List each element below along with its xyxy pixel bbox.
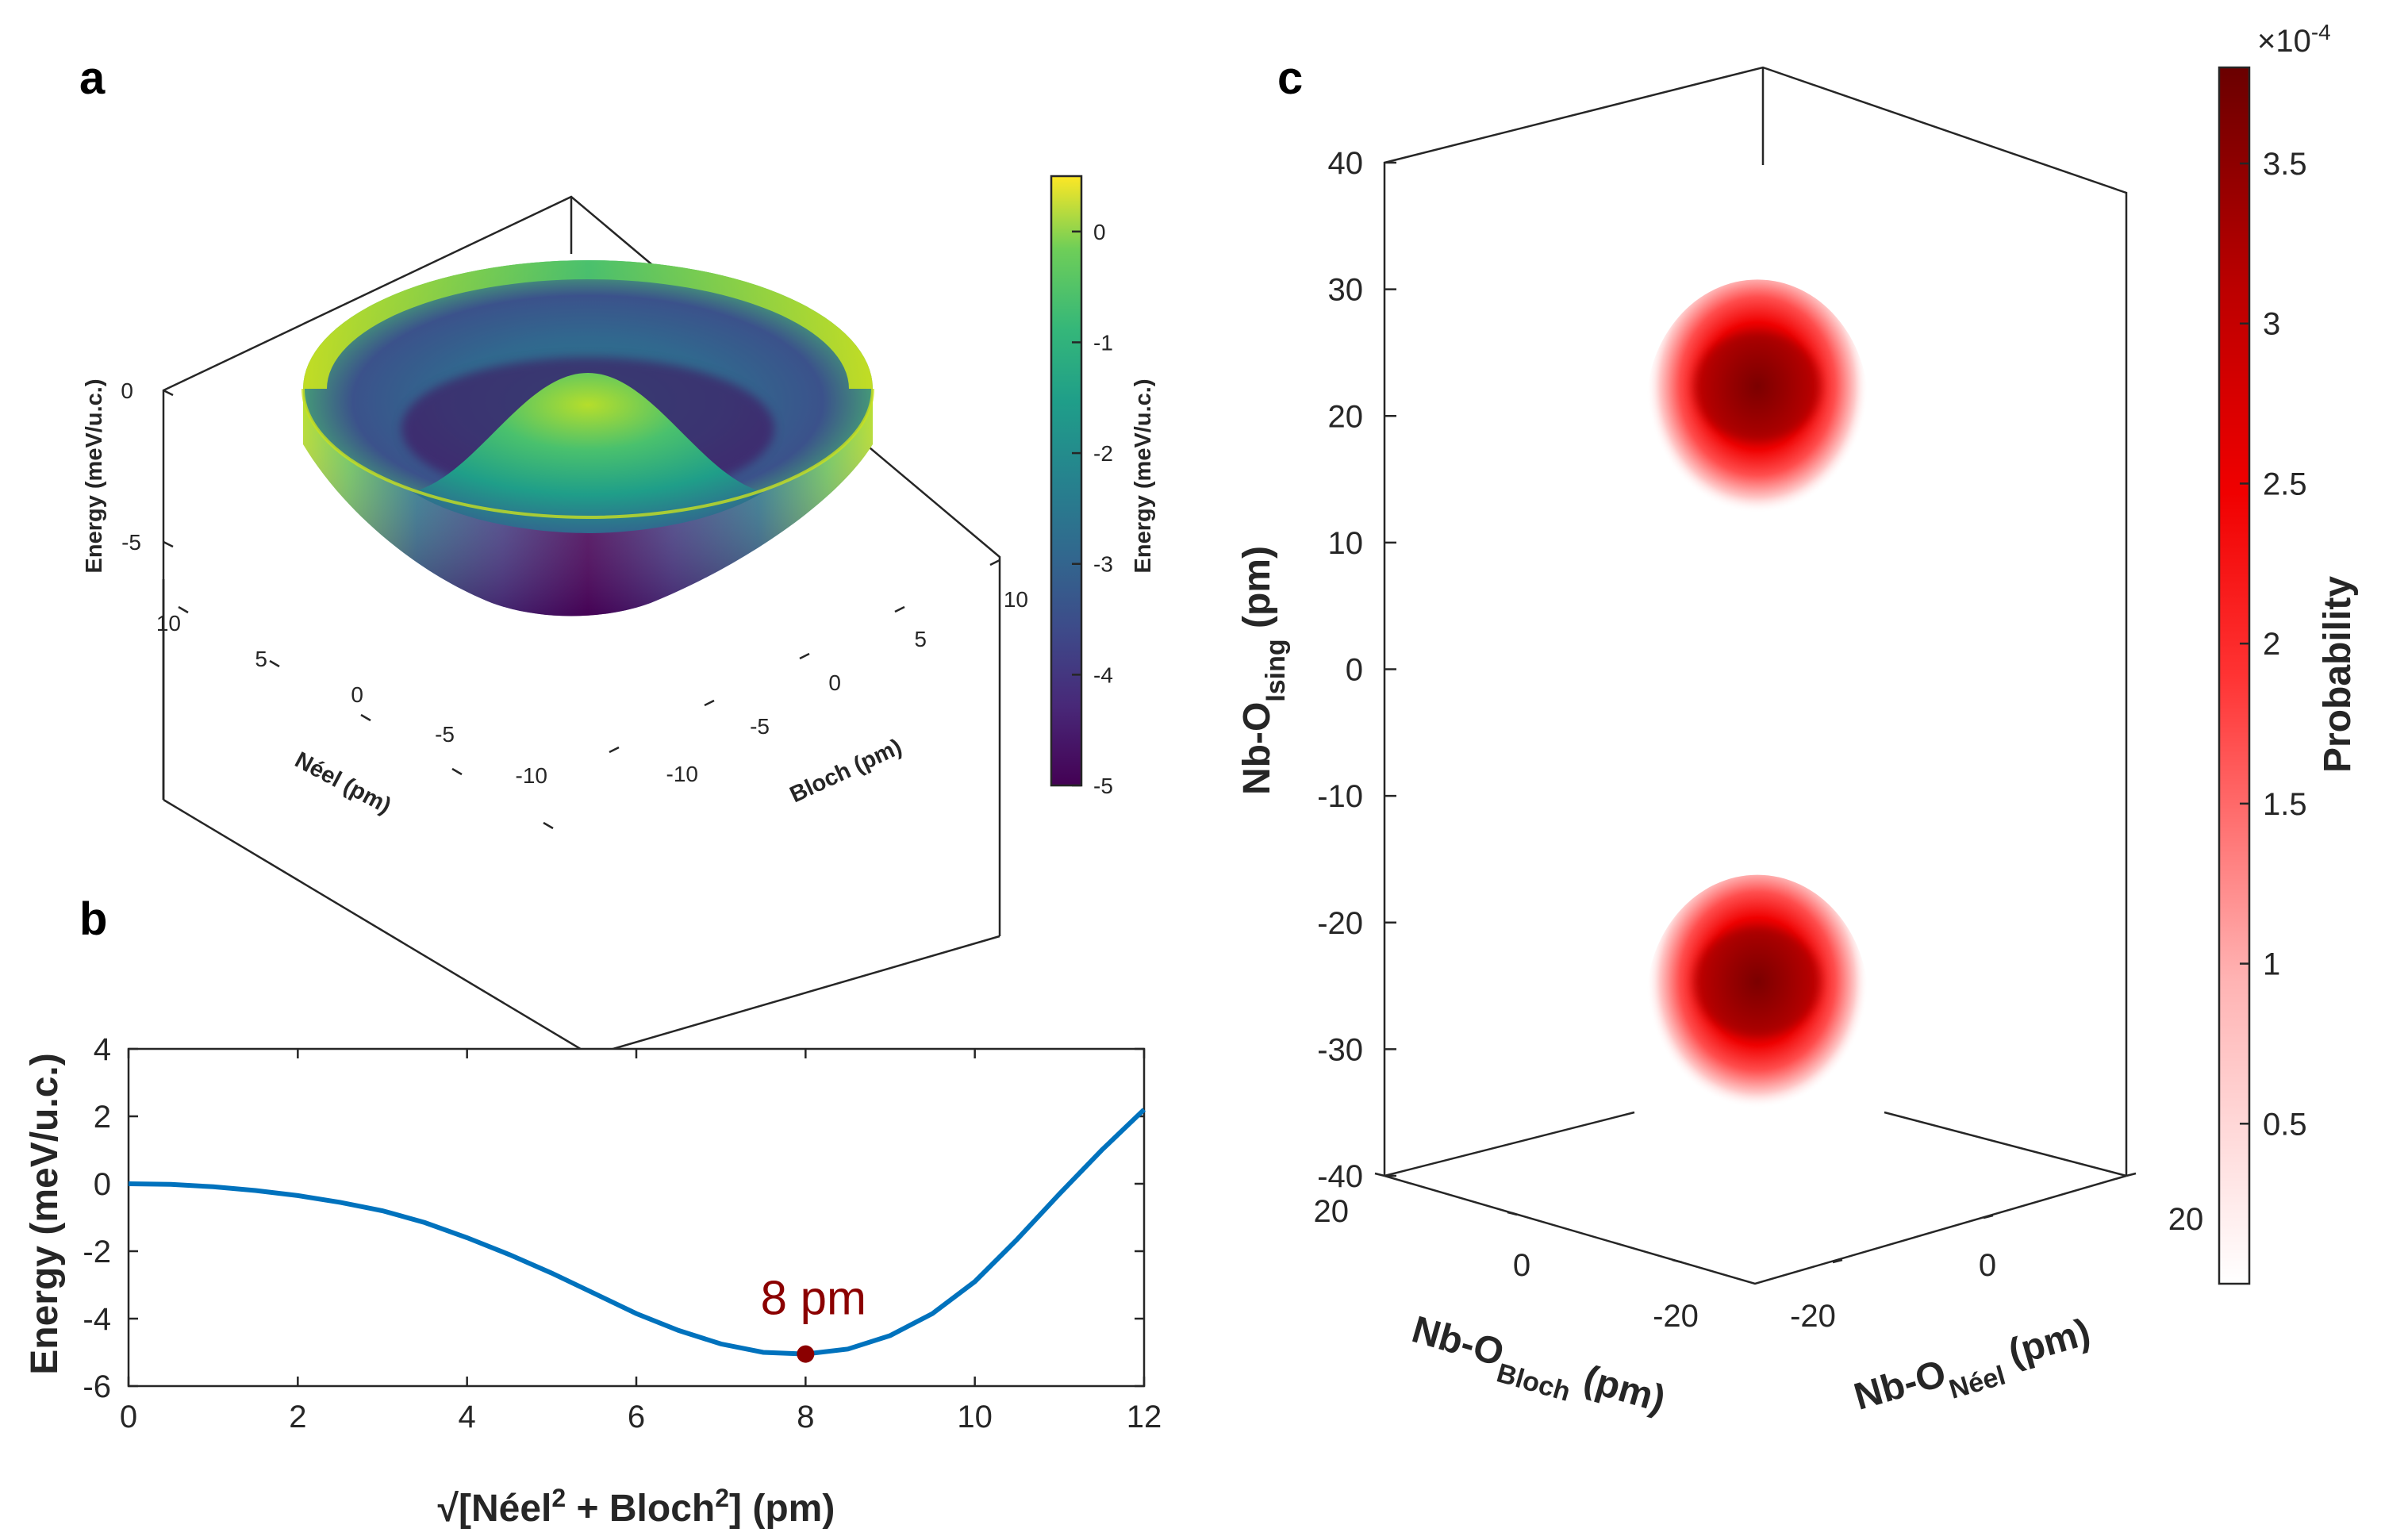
panel-b-annotation: 8 pm	[761, 1272, 866, 1325]
panel-c-z-tick: 20	[1328, 399, 1364, 434]
panel-b-x-tick: 8	[797, 1400, 814, 1434]
panel-a-z-label: Energy (meV/u.c.)	[82, 379, 107, 574]
panel-a-z-axis	[163, 389, 174, 548]
panel-a-bloch-ticks: -10 -5 0 5 10	[666, 587, 1028, 786]
panel-b-y-tick: -4	[83, 1302, 111, 1337]
panel-c-ising-label: Nb-OIsing (pm)	[1236, 546, 1291, 795]
panel-a-surface-plot: 0 -5 Energy (meV/u.c.) 10 5 0 -5 -10 Née…	[82, 195, 1028, 1057]
panel-c-colorbar-label: Probability	[2317, 576, 2359, 773]
panel-c-z-tick: 40	[1328, 146, 1364, 181]
panel-c-bloch-label: Nb-OBloch (pm)	[1404, 1308, 1669, 1433]
panel-c-colorbar: 3.5 3 2.5 2 1.5 1 0.5 ×10-4 Probability	[2218, 20, 2359, 1285]
panel-a-colorbar: 0 -1 -2 -3 -4 -5 Energy (meV/u.c.)	[1050, 175, 1156, 798]
panel-b-plot-area	[127, 1047, 1146, 1388]
panel-c-colorbar-multiplier: ×10-4	[2257, 20, 2331, 60]
panel-a-bloch-tick: 0	[828, 670, 841, 695]
panel-c-colorbar-tick: 2.5	[2263, 467, 2307, 501]
panel-b-ylabel: Energy (meV/u.c.)	[24, 1053, 66, 1374]
panel-c-colorbar-tick: 0.5	[2263, 1107, 2307, 1142]
panel-c-z-tick: 30	[1328, 273, 1364, 308]
panel-a-z-tick: 0	[121, 378, 133, 403]
panel-c-z-tick: -40	[1317, 1159, 1363, 1194]
panel-a-colorbar-label: Energy (meV/u.c.)	[1131, 379, 1156, 574]
panel-a-colorbar-tick: -3	[1093, 552, 1113, 577]
panel-c-colorbar-tick: 1	[2263, 947, 2280, 982]
panel-a-neel-tick: 5	[255, 647, 267, 671]
panel-b-y-tick: -6	[83, 1369, 111, 1404]
panel-c-colorbar-tick: 3.5	[2263, 147, 2307, 182]
panel-letter-a: a	[79, 52, 106, 104]
panel-a-bloch-tick: 10	[1004, 587, 1028, 612]
probability-lobe-core	[1694, 331, 1821, 443]
panel-b-xlabel: √[Néel2 + Bloch2] (pm)	[438, 1484, 835, 1530]
panel-c-bloch-tick: 20	[1314, 1194, 1350, 1229]
panel-b-x-tick: 6	[628, 1400, 645, 1434]
panel-a-z-tick: -5	[121, 530, 141, 555]
panel-b-y-tick: 2	[94, 1100, 111, 1135]
panel-c-z-tick: -30	[1317, 1032, 1363, 1067]
panel-b-y-tick: 0	[94, 1167, 111, 1202]
panel-b-line-chart: 0 2 4 6 8 10 12 4 2 0 -2 -4 -6 8 pm Energy (meV/u.c…	[24, 1032, 1162, 1530]
panel-b-x-tick: 4	[459, 1400, 476, 1434]
panel-c-z-tick: 10	[1328, 526, 1364, 561]
panel-a-colorbar-tick: -2	[1093, 441, 1113, 466]
panel-a-colorbar-tick: -1	[1093, 330, 1113, 355]
panel-c-z-tick: -20	[1317, 906, 1363, 941]
panel-b-x-tick: 2	[289, 1400, 306, 1434]
panel-a-bloch-tick: 5	[914, 627, 927, 651]
panel-c-colorbar-tick: 1.5	[2263, 787, 2307, 822]
panel-a-neel-tick: 0	[351, 682, 363, 707]
panel-b-x-tick: 10	[957, 1400, 993, 1434]
panel-c-neel-tick: 20	[2168, 1202, 2204, 1237]
panel-a-neel-ticks: 10 5 0 -5 -10	[156, 611, 547, 788]
panel-b-x-tick: 0	[120, 1400, 137, 1434]
panel-a-neel-tick: -10	[516, 763, 547, 788]
panel-a-colorbar-tick: 0	[1093, 220, 1106, 244]
panel-a-colorbar-tick: -4	[1093, 662, 1113, 687]
panel-b-minimum-marker	[797, 1345, 815, 1363]
panel-c-colorbar-tick: 2	[2263, 627, 2280, 662]
panel-a-neel-label: Néel (pm)	[290, 747, 395, 819]
panel-b-x-tick: 12	[1127, 1400, 1162, 1434]
panel-c-bloch-tick: 0	[1513, 1248, 1530, 1283]
panel-c-z-tick: 0	[1346, 653, 1363, 688]
panel-a-bloch-label: Bloch (pm)	[786, 734, 906, 808]
panel-c-z-tick: -10	[1317, 779, 1363, 814]
panel-c-colorbar-tick: 3	[2263, 307, 2280, 342]
panel-b-energy-line	[128, 1108, 1146, 1357]
panel-a-bloch-tick: -5	[750, 714, 770, 739]
panel-a-bloch-tick: -10	[666, 762, 698, 786]
panel-c-neel-tick: -20	[1790, 1299, 1836, 1334]
probability-lobe-core	[1694, 926, 1821, 1038]
panel-c-neel-tick: 0	[1979, 1248, 1996, 1283]
panel-letter-b: b	[79, 893, 107, 945]
central-bump	[413, 373, 763, 533]
panel-a-colorbar-tick: -5	[1093, 774, 1113, 798]
panel-a-neel-tick: 10	[156, 611, 181, 636]
panel-letter-c: c	[1277, 52, 1303, 104]
panel-b-y-tick: -2	[83, 1235, 111, 1269]
panel-b-y-tick: 4	[94, 1032, 111, 1067]
panel-c-neel-label: Nb-ONéel (pm)	[1849, 1311, 2099, 1431]
panel-c-bloch-tick: -20	[1653, 1299, 1699, 1334]
panel-a-neel-tick: -5	[435, 722, 455, 747]
